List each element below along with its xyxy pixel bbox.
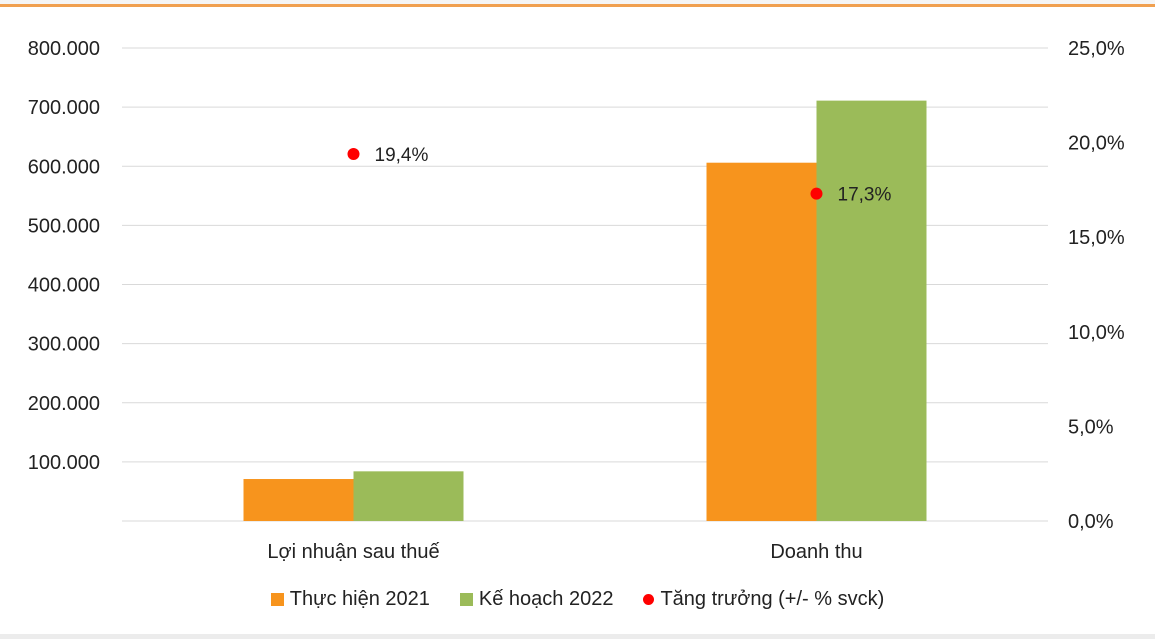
top-rule: [0, 4, 1155, 7]
legend-label: Thực hiện 2021: [289, 588, 430, 610]
left-tick-label: 100.000: [28, 452, 100, 474]
category-labels: Lợi nhuận sau thuế Doanh thu: [267, 541, 862, 563]
growth-data-label: 19,4%: [375, 145, 429, 166]
left-tick-label: 500.000: [28, 215, 100, 237]
right-axis-ticks: 0,0% 5,0% 10,0% 15,0% 20,0% 25,0%: [1068, 38, 1125, 533]
left-tick-label: 200.000: [28, 393, 100, 415]
category-label: Doanh thu: [770, 541, 862, 563]
category-label: Lợi nhuận sau thuế: [267, 541, 439, 563]
growth-points: 19,4% 17,3%: [347, 145, 892, 206]
right-tick-label: 10,0%: [1068, 322, 1125, 344]
legend-swatch-orange: [270, 593, 284, 606]
legend-dot-red: [643, 594, 655, 605]
legend: Thực hiện 2021 Kế hoạch 2022 Tăng trưởng…: [0, 588, 1155, 611]
legend-label: Kế hoạch 2022: [478, 588, 614, 610]
legend-item-growth: Tăng trưởng (+/- % svck): [643, 588, 884, 611]
legend-swatch-green: [459, 593, 473, 606]
bar-actual-2021: [706, 162, 817, 521]
right-tick-label: 5,0%: [1068, 416, 1114, 438]
bar-plan-2022: [353, 471, 464, 521]
growth-point: [810, 187, 823, 200]
left-tick-label: 300.000: [28, 334, 100, 356]
right-tick-label: 0,0%: [1068, 511, 1114, 533]
left-tick-label: 600.000: [28, 156, 100, 178]
bottom-edge: [0, 634, 1155, 639]
growth-data-label: 17,3%: [838, 185, 892, 206]
right-tick-label: 25,0%: [1068, 38, 1125, 60]
bar-plan-2022: [816, 100, 927, 521]
left-tick-label: 800.000: [28, 38, 100, 60]
top-band: [0, 0, 1155, 4]
growth-point: [347, 147, 360, 160]
left-tick-label: 700.000: [28, 97, 100, 119]
bar-actual-2021: [243, 479, 354, 521]
legend-item-plan-2022: Kế hoạch 2022: [459, 588, 614, 611]
left-tick-label: 400.000: [28, 275, 100, 297]
legend-label: Tăng trưởng (+/- % svck): [660, 588, 885, 610]
right-tick-label: 20,0%: [1068, 133, 1125, 155]
legend-item-actual-2021: Thực hiện 2021: [270, 588, 430, 611]
right-tick-label: 15,0%: [1068, 227, 1125, 249]
left-axis-ticks: 100.000 200.000 300.000 400.000 500.000 600.0…: [28, 38, 100, 474]
bars: [243, 100, 927, 521]
